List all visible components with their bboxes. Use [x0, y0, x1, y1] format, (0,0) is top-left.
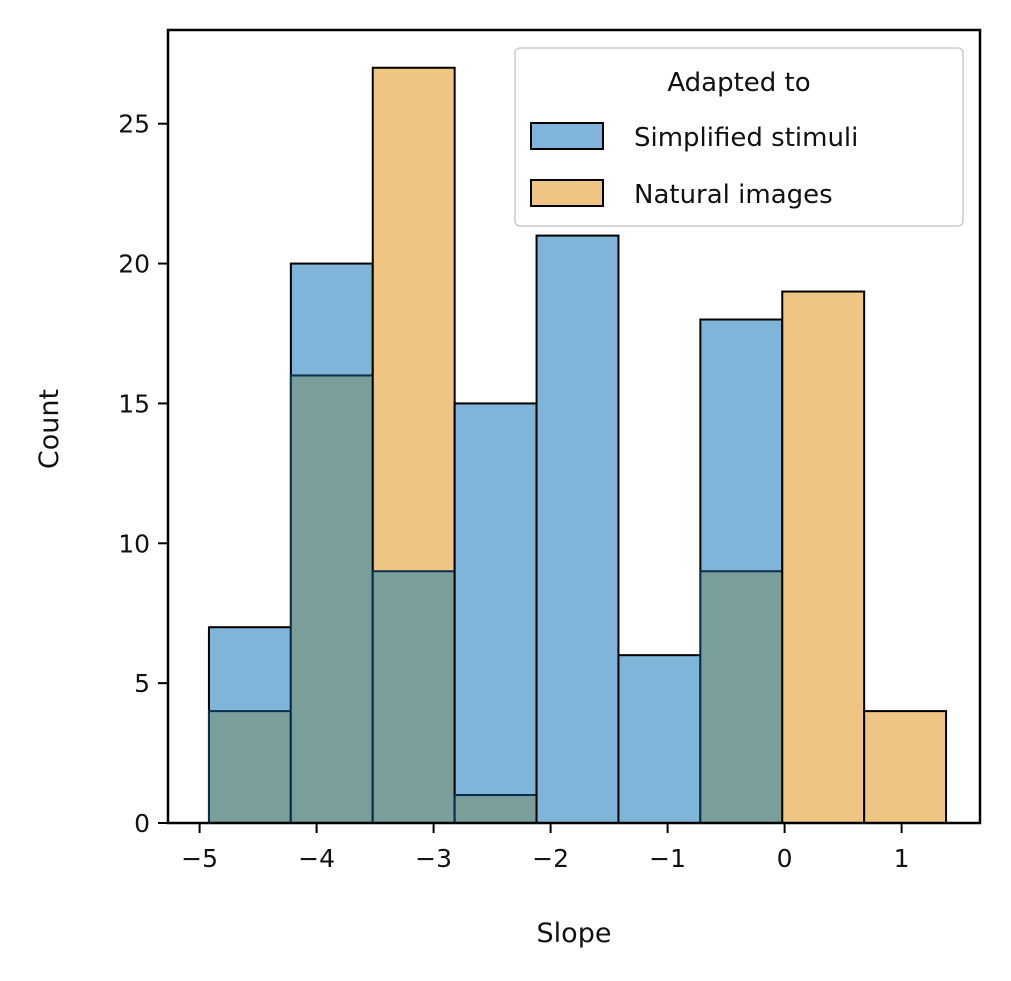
y-tick-label: 5 — [134, 669, 150, 698]
bar-natural-images-1 — [289, 374, 374, 824]
legend-label-natural-images: Natural images — [634, 180, 833, 210]
legend-label-simplified-stimuli: Simplified stimuli — [634, 123, 858, 153]
legend: Adapted to Simplified stimuli Natural im… — [514, 47, 964, 227]
legend-swatch-natural-images — [530, 179, 604, 207]
y-axis-title: Count — [34, 389, 65, 469]
axes-layer — [166, 28, 982, 825]
x-tick-label: 0 — [777, 844, 793, 873]
legend-frame — [514, 47, 964, 227]
x-tick-label: −4 — [298, 844, 335, 873]
bar-simplified-stimuli-3 — [453, 402, 538, 824]
x-tick-label: −2 — [532, 844, 569, 873]
bars-layer — [207, 66, 948, 825]
x-axis-title: Slope — [537, 918, 612, 949]
legend-swatch-simplified-stimuli — [530, 122, 604, 150]
bar-simplified-stimuli-2 — [371, 570, 456, 824]
y-tick-label: 10 — [118, 529, 150, 558]
bar-natural-images-8 — [863, 710, 948, 824]
y-tick-label: 25 — [118, 110, 150, 139]
x-tick-label: −3 — [415, 844, 452, 873]
legend-title: Adapted to — [667, 68, 810, 98]
plot-frame — [166, 28, 982, 825]
bar-simplified-stimuli-5 — [617, 654, 702, 824]
x-tick-label: −1 — [649, 844, 686, 873]
y-tick-label: 15 — [118, 389, 150, 418]
bar-natural-images-6 — [699, 570, 784, 824]
y-tick-label: 20 — [118, 250, 150, 279]
bar-natural-images-0 — [207, 710, 292, 824]
bar-simplified-stimuli-4 — [535, 234, 620, 824]
x-tick-label: 1 — [894, 844, 910, 873]
y-tick-label: 0 — [134, 809, 150, 838]
x-tick-label: −5 — [181, 844, 218, 873]
bar-natural-images-7 — [781, 290, 866, 825]
bar-natural-images-3 — [453, 794, 538, 824]
